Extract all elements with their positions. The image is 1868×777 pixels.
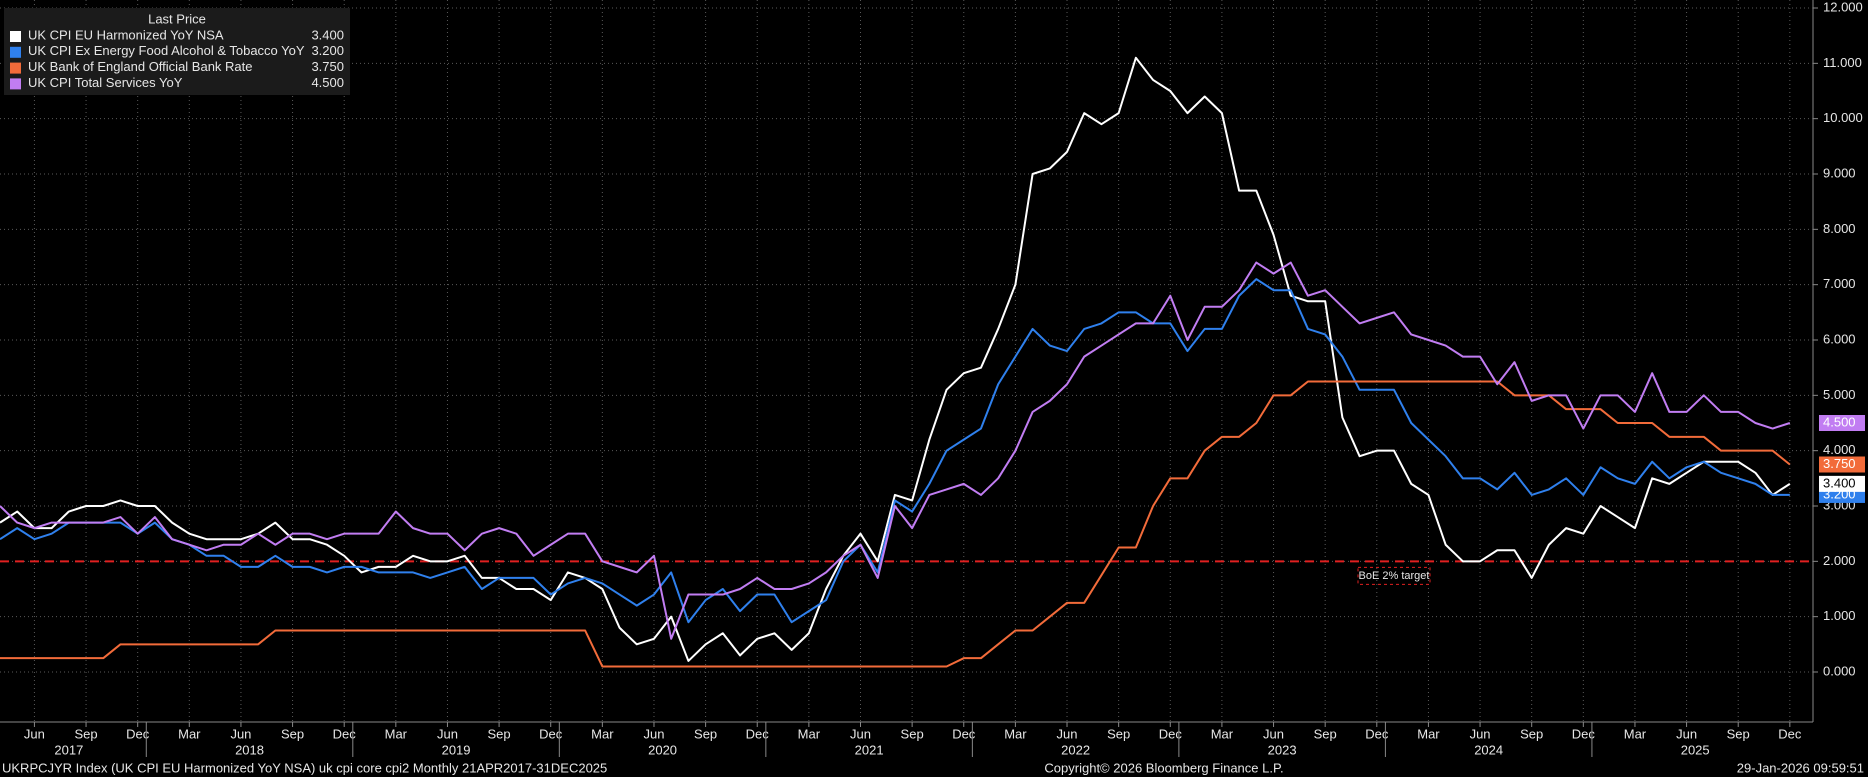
x-tick-label: Mar	[1004, 726, 1027, 741]
grid	[0, 0, 1818, 727]
legend-swatch	[10, 46, 21, 58]
x-tick-label: Dec	[1365, 726, 1389, 741]
series-line	[0, 261, 1791, 640]
x-tick-label: Dec	[1572, 726, 1596, 741]
x-tick-label: Sep	[1107, 726, 1130, 741]
y-tick-label: 5.000	[1823, 387, 1856, 402]
x-tick-label: Sep	[901, 726, 924, 741]
footer-left: UKRPCJYR Index (UK CPI EU Harmonized YoY…	[2, 760, 607, 775]
x-tick-label: Dec	[333, 726, 357, 741]
x-tick-label: Dec	[126, 726, 150, 741]
x-tick-label: Jun	[1263, 726, 1284, 741]
x-tick-label: Jun	[437, 726, 458, 741]
year-label: 2019	[442, 742, 471, 757]
footer-center: Copyright© 2026 Bloomberg Finance L.P.	[1044, 760, 1283, 775]
y-tick-label: 4.000	[1823, 442, 1856, 457]
legend: Last Price UK CPI EU Harmonized YoY NSA 3…	[4, 8, 350, 95]
year-label: 2020	[648, 742, 677, 757]
legend-value: 4.500	[311, 75, 344, 90]
series-line	[0, 278, 1790, 624]
series-line	[0, 56, 1791, 662]
target-label-box	[1357, 566, 1431, 585]
y-tick-label: 2.000	[1823, 553, 1856, 568]
plot: BoE 2% target	[0, 56, 1813, 668]
x-tick-label: Dec	[1778, 726, 1802, 741]
x-tick-label: Sep	[74, 726, 97, 741]
x-tick-label: Jun	[643, 726, 664, 741]
footer-right: 29-Jan-2026 09:59:51	[1737, 760, 1864, 775]
x-tick-label: Sep	[694, 726, 717, 741]
x-tick-label: Dec	[746, 726, 770, 741]
x-tick-label: Sep	[1727, 726, 1750, 741]
legend-swatch	[10, 62, 21, 74]
year-label: 2018	[235, 742, 264, 757]
year-label: 2022	[1061, 742, 1090, 757]
y-tick-label: 11.000	[1823, 55, 1862, 70]
price-tag	[1819, 415, 1865, 431]
y-tick-label: 8.000	[1823, 221, 1856, 236]
x-tick-label: Sep	[488, 726, 511, 741]
year-label: 2025	[1681, 742, 1710, 757]
x-tick-label: Mar	[178, 726, 201, 741]
x-tick-label: Jun	[24, 726, 45, 741]
y-tick-label: 1.000	[1823, 608, 1856, 623]
y-tick-label: 7.000	[1823, 276, 1856, 291]
x-tick-label: Sep	[1520, 726, 1543, 741]
target-label: BoE 2% target	[1359, 570, 1430, 582]
y-tick-label: 12.000	[1823, 0, 1863, 14]
year-label: 2023	[1268, 742, 1297, 757]
legend-swatch	[10, 31, 21, 42]
legend-value: 3.750	[311, 59, 344, 74]
x-tick-label: Mar	[1624, 726, 1647, 741]
series-line	[0, 380, 1791, 668]
x-tick-label: Mar	[1417, 726, 1440, 741]
legend-label: UK CPI Total Services YoY	[28, 75, 183, 90]
price-tag-label: 3.750	[1823, 456, 1856, 471]
x-tick-label: Jun	[1470, 726, 1491, 741]
x-tick-label: Mar	[591, 726, 614, 741]
x-tick-label: Dec	[952, 726, 976, 741]
price-tag	[1819, 475, 1865, 492]
x-tick-label: Dec	[1159, 726, 1183, 741]
y-tick-label: 10.000	[1823, 110, 1863, 125]
x-tick-label: Mar	[798, 726, 821, 741]
year-label: 2017	[54, 742, 83, 757]
price-tag	[1819, 456, 1865, 473]
price-tag-label: 4.500	[1823, 414, 1856, 429]
legend-value: 3.400	[311, 27, 344, 42]
legend-swatch	[10, 78, 21, 90]
y-tick-label: 0.000	[1823, 663, 1856, 678]
year-label: 2024	[1474, 742, 1503, 757]
legend-value: 3.200	[311, 43, 344, 58]
y-tick-label: 9.000	[1823, 165, 1856, 180]
legend-title: Last Price	[148, 11, 206, 26]
x-tick-label: Jun	[1676, 726, 1697, 741]
legend-label: UK CPI EU Harmonized YoY NSA	[28, 27, 224, 42]
y-tick-label: 6.000	[1823, 331, 1856, 346]
x-tick-label: Jun	[850, 726, 871, 741]
year-label: 2021	[855, 742, 884, 757]
legend-label: UK CPI Ex Energy Food Alcohol & Tobacco …	[28, 43, 305, 58]
x-tick-label: Dec	[539, 726, 563, 741]
x-tick-label: Jun	[1057, 726, 1078, 741]
legend-box	[4, 8, 350, 95]
legend-label: UK Bank of England Official Bank Rate	[28, 59, 253, 74]
x-tick-label: Mar	[385, 726, 408, 741]
x-tick-label: Jun	[230, 726, 251, 741]
price-tag-label: 3.400	[1823, 475, 1856, 490]
x-tick-label: Sep	[281, 726, 304, 741]
x-tick-label: Sep	[1314, 726, 1337, 741]
x-tick-label: Mar	[1211, 726, 1234, 741]
